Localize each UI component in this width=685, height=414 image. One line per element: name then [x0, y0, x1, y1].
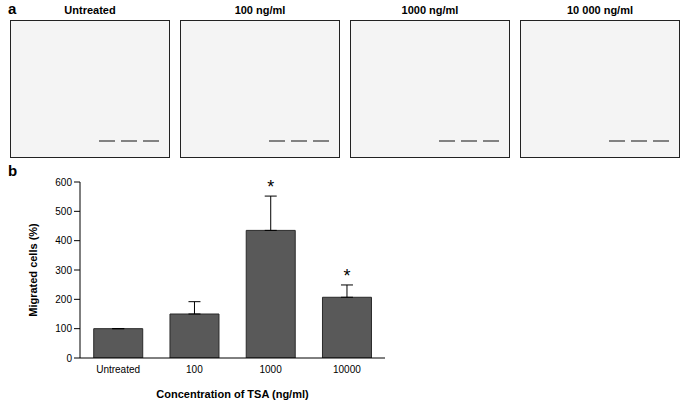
svg-text:100: 100	[186, 364, 203, 375]
svg-text:10000: 10000	[333, 364, 361, 375]
html-text:a: a	[8, 0, 17, 17]
svg-text:*: *	[267, 177, 274, 197]
svg-text:*: *	[343, 266, 350, 286]
html-text:1000 ng/ml: 1000 ng/ml	[401, 4, 459, 16]
svg-text:300: 300	[55, 265, 72, 276]
svg-text:600: 600	[55, 177, 72, 188]
html-text:100 ng/ml: 100 ng/ml	[234, 4, 286, 16]
html-text:10 000 ng/ml: 10 000 ng/ml	[567, 4, 633, 16]
svg-text:400: 400	[55, 235, 72, 246]
html-text:b: b	[8, 162, 18, 179]
svg-text:0: 0	[66, 353, 72, 364]
html-text:Untreated: Untreated	[64, 4, 116, 16]
svg-text:200: 200	[55, 294, 72, 305]
svg-text:Migrated cells (%): Migrated cells (%)	[27, 223, 39, 317]
svg-text:Concentration of TSA (ng/ml): Concentration of TSA (ng/ml)	[156, 388, 309, 400]
svg-text:1000: 1000	[260, 364, 283, 375]
svg-text:100: 100	[55, 323, 72, 334]
svg-text:500: 500	[55, 206, 72, 217]
svg-text:Untreated: Untreated	[96, 364, 140, 375]
